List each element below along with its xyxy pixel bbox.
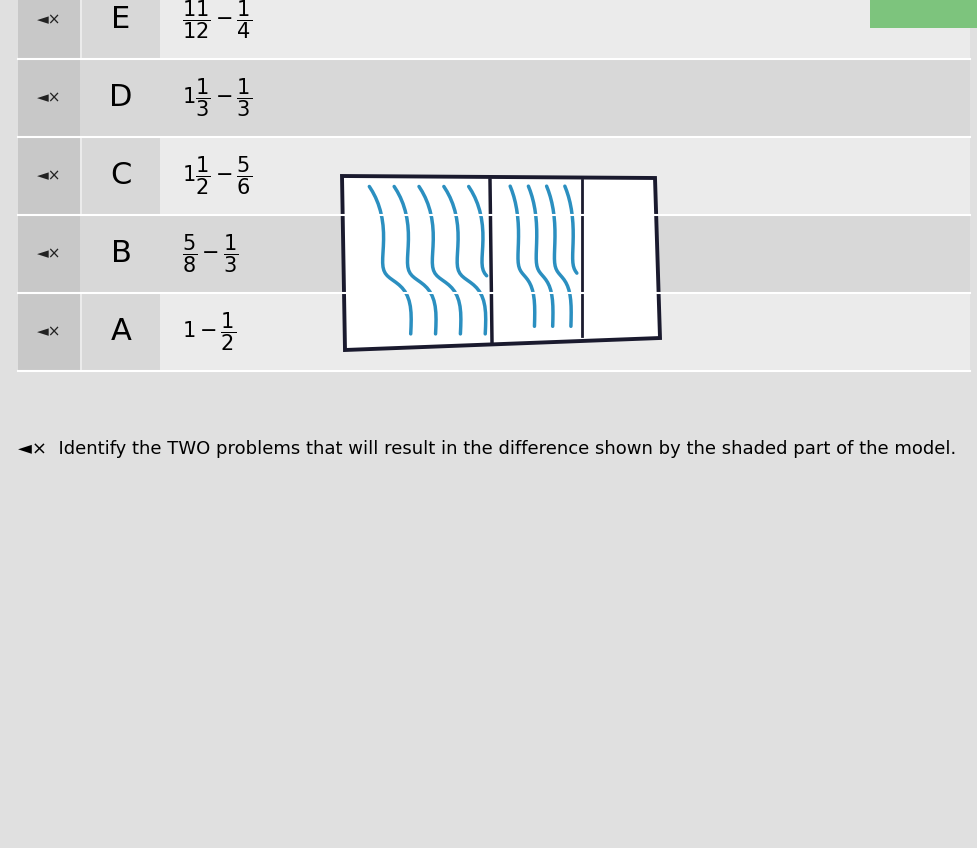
Text: $1\dfrac{1}{2} - \dfrac{5}{6}$: $1\dfrac{1}{2} - \dfrac{5}{6}$	[182, 154, 252, 198]
Bar	[18, 294, 970, 370]
Text: D: D	[109, 83, 133, 113]
Text: A: A	[110, 317, 132, 347]
Text: $\dfrac{5}{8} - \dfrac{1}{3}$: $\dfrac{5}{8} - \dfrac{1}{3}$	[182, 232, 238, 276]
Text: $1 - \dfrac{1}{2}$: $1 - \dfrac{1}{2}$	[182, 310, 236, 354]
Text: $1\dfrac{1}{3} - \dfrac{1}{3}$: $1\dfrac{1}{3} - \dfrac{1}{3}$	[182, 77, 252, 120]
Text: ◄×: ◄×	[37, 247, 62, 261]
Bar	[18, 0, 80, 58]
Text: E: E	[111, 5, 131, 35]
Bar	[18, 60, 80, 136]
Bar	[18, 294, 80, 370]
Bar	[18, 138, 970, 214]
Bar	[18, 60, 970, 136]
Bar	[18, 138, 80, 214]
Text: ◄×  Identify the TWO problems that will result in the difference shown by the sh: ◄× Identify the TWO problems that will r…	[18, 440, 956, 458]
Text: C: C	[110, 161, 132, 191]
Bar	[82, 216, 160, 292]
Bar	[870, 0, 977, 28]
Bar	[82, 0, 160, 58]
Bar	[18, 216, 970, 292]
Bar	[18, 0, 970, 58]
Bar	[18, 216, 80, 292]
Bar	[82, 294, 160, 370]
Bar	[82, 60, 160, 136]
Text: ◄×: ◄×	[37, 13, 62, 27]
Bar	[82, 138, 160, 214]
Polygon shape	[342, 176, 660, 350]
Text: ◄×: ◄×	[37, 169, 62, 183]
Text: ◄×: ◄×	[37, 325, 62, 339]
Text: $\dfrac{11}{12} - \dfrac{1}{4}$: $\dfrac{11}{12} - \dfrac{1}{4}$	[182, 0, 252, 42]
Text: B: B	[110, 239, 132, 269]
Text: ◄×: ◄×	[37, 91, 62, 105]
